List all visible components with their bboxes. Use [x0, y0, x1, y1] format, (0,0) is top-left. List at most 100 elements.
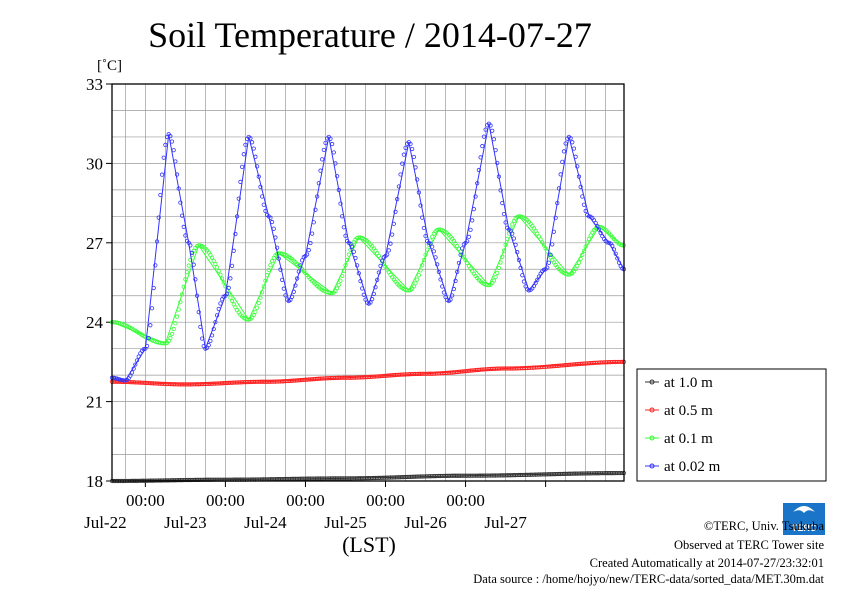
data-point — [581, 202, 587, 207]
x-date-label: Jul-22 — [84, 513, 127, 532]
data-point — [441, 290, 446, 295]
data-point — [216, 268, 221, 274]
data-point — [228, 276, 233, 281]
data-point — [131, 366, 136, 371]
data-point — [460, 246, 465, 251]
data-point — [458, 252, 463, 257]
data-point — [545, 265, 550, 270]
data-point — [435, 262, 440, 267]
series-at-1-0-m — [109, 470, 627, 484]
data-point — [505, 236, 510, 242]
data-point — [363, 297, 368, 302]
data-point — [228, 295, 233, 300]
data-point — [335, 286, 340, 291]
data-point — [491, 278, 497, 283]
data-point — [268, 263, 273, 268]
data-point — [388, 241, 393, 246]
data-point — [186, 263, 191, 268]
series-line — [111, 123, 625, 381]
data-point — [360, 286, 365, 291]
created-text: Created Automatically at 2014-07-27/23:3… — [590, 556, 824, 570]
data-point — [611, 247, 617, 252]
data-point — [328, 136, 333, 141]
data-point — [128, 373, 133, 378]
data-point — [551, 229, 557, 234]
data-point — [580, 194, 585, 199]
chart-title: Soil Temperature / 2014-07-27 — [148, 15, 592, 55]
data-point — [321, 147, 326, 153]
data-point — [198, 324, 203, 329]
data-point — [385, 252, 390, 257]
data-point — [425, 247, 430, 252]
data-point — [173, 159, 178, 164]
data-point — [473, 194, 478, 199]
data-point — [503, 220, 508, 225]
data-point — [550, 242, 555, 247]
data-point — [520, 273, 525, 278]
data-point — [229, 298, 235, 304]
y-tick-labels: 18 21 24 27 30 33 — [86, 75, 112, 491]
data-point — [216, 306, 221, 312]
data-point — [356, 271, 361, 276]
data-point — [129, 370, 135, 375]
data-point — [418, 268, 423, 273]
data-point — [418, 203, 423, 208]
data-point — [440, 284, 445, 289]
data-point — [401, 152, 406, 157]
x-time-label: 00:00 — [206, 491, 245, 510]
data-point — [348, 241, 353, 246]
data-point — [393, 209, 398, 214]
data-point — [413, 165, 418, 170]
data-point — [226, 285, 231, 290]
y-tick-label: 18 — [86, 472, 103, 491]
data-point — [174, 314, 180, 319]
x-time-label: 00:00 — [126, 491, 165, 510]
data-point — [368, 300, 373, 305]
data-point — [538, 237, 543, 242]
data-point — [481, 134, 487, 139]
source-text: Data source : /home/hojyo/new/TERC-data/… — [473, 572, 824, 586]
data-point — [218, 272, 223, 277]
data-point — [430, 244, 435, 249]
data-point — [561, 149, 567, 154]
data-point — [278, 267, 283, 272]
data-point — [431, 249, 436, 254]
data-point — [451, 286, 456, 292]
data-point — [288, 297, 293, 303]
data-point — [521, 279, 527, 284]
data-point — [283, 293, 288, 298]
legend-swatch-marker — [649, 379, 655, 385]
data-point — [395, 197, 400, 202]
data-point — [213, 320, 218, 325]
data-point — [346, 252, 351, 257]
data-point — [421, 225, 426, 231]
data-point — [310, 231, 315, 236]
data-point — [491, 137, 497, 142]
data-point — [466, 234, 471, 240]
data-point — [231, 248, 236, 253]
data-point — [341, 225, 346, 230]
data-point — [261, 284, 266, 289]
data-point — [209, 333, 215, 338]
x-tick-labels: 00:00 Jul-22 00:00 Jul-23 00:00 Jul-24 00:00 Ju… — [84, 481, 547, 532]
data-point — [254, 164, 260, 169]
data-point — [488, 123, 493, 128]
data-point — [156, 215, 161, 220]
data-point — [581, 248, 587, 253]
data-point — [613, 251, 618, 256]
data-point — [199, 336, 205, 341]
data-point — [438, 277, 443, 282]
data-point — [259, 290, 265, 295]
data-point — [493, 274, 498, 280]
series-layer — [109, 121, 627, 484]
data-point — [231, 302, 236, 307]
data-point — [134, 358, 140, 363]
data-point — [270, 259, 275, 264]
data-point — [423, 233, 428, 239]
data-point — [596, 227, 602, 232]
data-point — [214, 265, 220, 270]
data-point — [224, 291, 230, 296]
data-point — [188, 257, 193, 262]
data-point — [219, 276, 225, 281]
data-point — [413, 281, 418, 286]
